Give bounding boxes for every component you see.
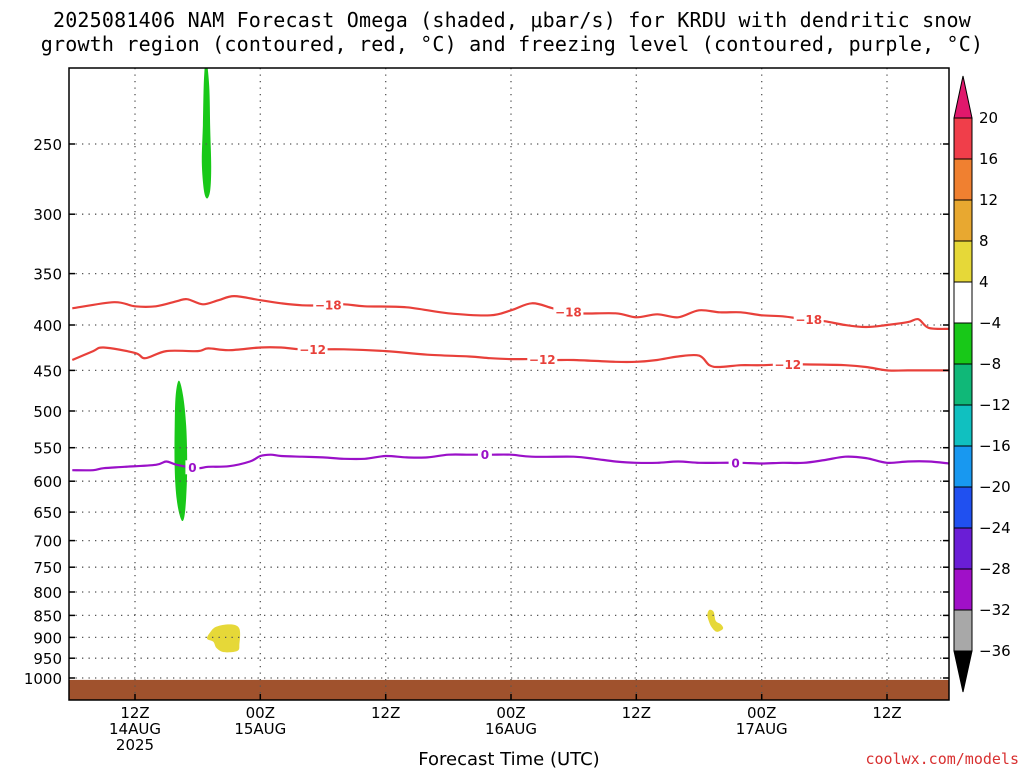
omega-region-mid [174,380,188,522]
gridlines [69,68,949,700]
contour-label: −18 [795,313,822,327]
y-tick-label: 900 [33,629,62,647]
ground-layer [69,679,949,700]
contour-label: −18 [315,299,342,313]
colorbar-label: 12 [979,191,998,209]
x-tick-label: 12Z [872,704,901,722]
colorbar-label: 8 [979,232,989,250]
x-tick-label: 00Z [496,704,525,722]
colorbar-label: −24 [979,519,1011,537]
colorbar-segment [953,527,973,570]
contour-label: −12 [774,358,801,372]
contour-label-bg [527,352,558,367]
y-tick-label: 800 [33,584,62,602]
y-tick-label: 350 [33,266,62,284]
contour-label-bg [553,305,584,320]
colorbar: 20 16 12 8 4 −4 −8 −12 −16 −20 −24 −28 −32 −36 [953,75,1011,693]
contour-label-bg [313,298,344,312]
y-tick-label: 500 [33,403,62,421]
omega-region-low-2 [707,609,724,632]
colorbar-segment [953,281,973,324]
y-tick-label: 850 [33,607,62,625]
contour-label: −12 [529,353,556,367]
contour-label-bg [728,455,743,470]
y-tick-label: 600 [33,473,62,491]
y-tick-label: 1000 [24,670,62,688]
contour-label: 0 [731,456,739,470]
colorbar-label: 16 [979,150,998,168]
y-tick-label: 650 [33,504,62,522]
colorbar-label: −8 [979,355,1001,373]
contour-line-m18 [72,295,949,331]
colorbar-segment [953,240,973,283]
colorbar-segment [953,322,973,365]
x-tick-label: 16AUG [485,720,537,738]
colorbar-label: −12 [979,396,1011,414]
colorbar-segment [953,117,973,160]
contour-label: −12 [299,343,326,357]
y-tick-label: 550 [33,440,62,458]
ground-fill [69,679,949,700]
x-axis-label: Forecast Time (UTC) [418,749,599,768]
colorbar-label: 4 [979,273,989,291]
colorbar-label: −32 [979,601,1011,619]
colorbar-label: −28 [979,560,1011,578]
y-tick-label: 700 [33,533,62,551]
colorbar-segment [953,609,973,652]
contour-label: 0 [481,448,489,462]
colorbar-top-arrow [953,75,973,119]
y-tick-label: 750 [33,559,62,577]
plot-border [68,67,950,701]
colorbar-segment [953,486,973,529]
colorbar-label: −16 [979,437,1011,455]
omega-shading-layer [174,68,724,653]
y-tick-label: 300 [33,206,62,224]
colorbar-label: −4 [979,314,1001,332]
omega-region-low-1 [206,624,241,653]
colorbar-segment [953,568,973,611]
x-tick-label: 12Z [622,704,651,722]
omega-region-upper [201,68,212,199]
x-tick-label: 12Z [120,704,149,722]
colorbar-label: 20 [979,109,998,127]
x-tick-label: 17AUG [736,720,788,738]
colorbar-bottom-arrow [953,650,973,693]
colorbar-label: −36 [979,642,1011,660]
colorbar-segment [953,199,973,242]
plot-frame [68,67,950,701]
x-tick-label: 12Z [371,704,400,722]
colorbar-segment [953,404,973,447]
chart-title-line-1: 2025081406 NAM Forecast Omega (shaded, μ… [52,8,972,32]
source-credit: coolwx.com/models [865,750,1019,768]
contour-label-bg [477,447,492,462]
y-tick-label: 250 [33,136,62,154]
y-axis-ticks: 250 300 350 400 450 500 550 600 650 700 750 800 850 9… [24,136,949,688]
contour-label-bg [185,460,200,475]
contour-line-0 [72,453,949,472]
contour-label-bg [297,342,328,357]
colorbar-label: −20 [979,478,1011,496]
chart-title-line-2: growth region (contoured, red, °C) and f… [40,32,984,56]
contour-label-bg [793,312,824,327]
colorbar-segment [953,445,973,488]
contour-label: 0 [188,461,196,475]
y-tick-label: 450 [33,362,62,380]
x-tick-label: 00Z [246,704,275,722]
contour-layer: −18 −18 −18 −12 −12 −12 0 0 0 [71,295,949,475]
x-tick-label: 00Z [747,704,776,722]
colorbar-segment [953,158,973,201]
y-tick-label: 950 [33,650,62,668]
contour-label-bg [772,357,803,372]
x-tick-label: 15AUG [234,720,286,738]
colorbar-segment [953,363,973,406]
contour-label: −18 [555,306,582,320]
y-tick-label: 400 [33,317,62,335]
x-tick-label: 14AUG [109,720,161,738]
x-tick-label: 2025 [116,736,154,754]
